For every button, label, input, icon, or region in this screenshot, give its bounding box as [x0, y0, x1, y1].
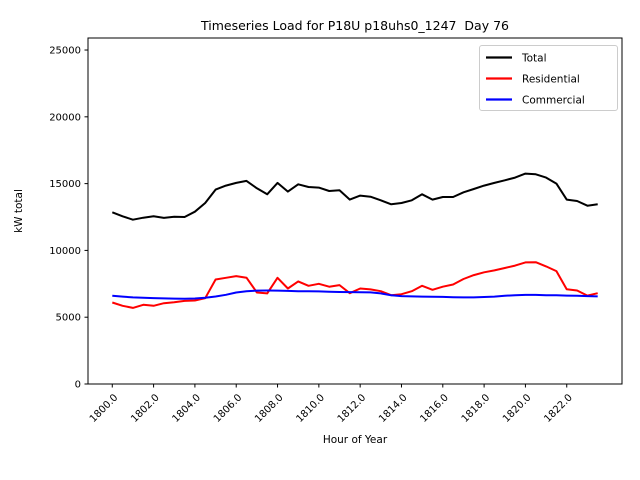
- y-tick-label: 10000: [49, 246, 81, 257]
- y-tick-labels: 0 5000 10000 15000 20000 25000: [49, 46, 81, 391]
- series-line-total: [111, 172, 598, 221]
- y-tick-label: 25000: [49, 46, 81, 57]
- x-tick-labels: 1800.0 1802.0 1804.0 1806.0 1808.0 1810.0 1812…: [88, 392, 575, 425]
- series-line-residential: [111, 261, 598, 309]
- x-tick-label: 1800.0: [88, 392, 121, 425]
- y-tick-label: 0: [75, 380, 81, 391]
- series-line-commercial: [112, 289, 598, 300]
- legend-label-residential: Residential: [522, 74, 580, 86]
- y-axis-label: kW total: [13, 189, 25, 233]
- legend: Total Residential Commercial: [479, 45, 618, 111]
- x-tick-label: 1802.0: [129, 392, 162, 425]
- x-tick-label: 1818.0: [460, 392, 493, 425]
- x-tick-label: 1810.0: [294, 392, 327, 425]
- legend-label-total: Total: [521, 53, 547, 65]
- legend-label-commercial: Commercial: [522, 95, 585, 107]
- x-tick-label: 1812.0: [336, 392, 369, 425]
- series-lines: [111, 172, 598, 309]
- x-tick-label: 1820.0: [501, 392, 534, 425]
- x-tick-label: 1808.0: [253, 392, 286, 425]
- tick-marks: [84, 49, 568, 388]
- x-tick-label: 1814.0: [377, 392, 410, 425]
- plot-area-spines: [87, 37, 623, 385]
- x-tick-label: 1806.0: [212, 392, 245, 425]
- x-axis-label: Hour of Year: [323, 434, 388, 446]
- x-tick-label: 1804.0: [170, 392, 203, 425]
- y-tick-label: 15000: [49, 179, 81, 190]
- x-tick-label: 1822.0: [542, 392, 575, 425]
- y-tick-label: 20000: [49, 112, 81, 123]
- chart-title: Timeseries Load for P18U p18uhs0_1247 Da…: [200, 18, 509, 33]
- x-tick-label: 1816.0: [418, 392, 451, 425]
- y-tick-label: 5000: [56, 313, 81, 324]
- legend-frame: [479, 45, 618, 111]
